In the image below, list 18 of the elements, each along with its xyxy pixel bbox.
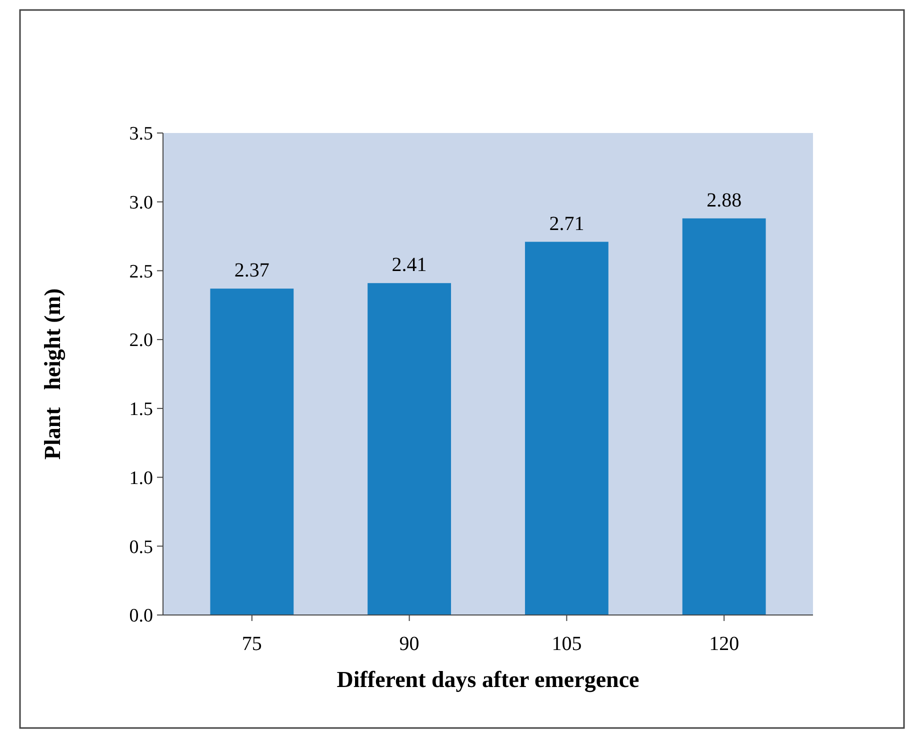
x-tick-label: 105 <box>552 633 582 655</box>
x-tick-label: 75 <box>242 633 262 655</box>
data-label: 2.41 <box>392 254 427 276</box>
y-axis-title: Plant height (m) <box>40 288 66 460</box>
y-tick-label: 3.0 <box>129 192 153 214</box>
x-tick-label: 120 <box>709 633 740 655</box>
y-tick-label: 0.0 <box>129 606 153 627</box>
x-axis-title: Different days after emergence <box>336 667 640 693</box>
y-tick-label: 2.5 <box>129 261 153 282</box>
y-tick-label: 2.0 <box>129 330 153 352</box>
y-tick-label: 1.5 <box>129 399 153 420</box>
data-label: 2.88 <box>706 189 742 212</box>
data-label: 2.37 <box>234 260 270 282</box>
data-label: 2.71 <box>549 212 584 235</box>
x-tick-label: 90 <box>399 633 420 655</box>
y-tick-label: 1.0 <box>129 468 153 489</box>
y-tick-label: 0.5 <box>129 536 153 558</box>
y-tick-label: 3.5 <box>129 124 153 145</box>
